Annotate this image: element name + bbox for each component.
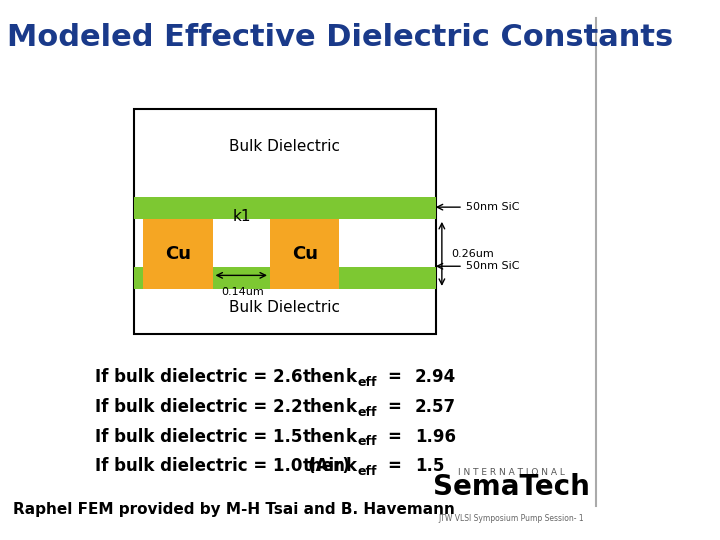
Text: then: then — [303, 398, 346, 416]
Text: k: k — [346, 398, 356, 416]
Text: Raphel FEM provided by M-H Tsai and B. Havemann: Raphel FEM provided by M-H Tsai and B. H… — [14, 502, 455, 517]
Text: eff: eff — [357, 376, 377, 389]
Text: 50nm SiC: 50nm SiC — [466, 261, 520, 271]
Text: k1: k1 — [233, 209, 251, 224]
Text: then: then — [303, 428, 346, 445]
Text: k: k — [346, 428, 356, 445]
Text: then: then — [303, 368, 346, 387]
Text: eff: eff — [357, 406, 377, 419]
Text: Bulk Dielectric: Bulk Dielectric — [230, 139, 341, 154]
Text: JTW VLSI Symposium Pump Session- 1: JTW VLSI Symposium Pump Session- 1 — [438, 515, 584, 523]
Text: 2.57: 2.57 — [415, 398, 456, 416]
Text: =: = — [387, 398, 402, 416]
Bar — [143, 219, 212, 289]
Text: 0.14um: 0.14um — [221, 287, 264, 297]
Text: 2.94: 2.94 — [415, 368, 456, 387]
Text: If bulk dielectric = 2.2: If bulk dielectric = 2.2 — [95, 398, 302, 416]
Bar — [134, 198, 436, 219]
Text: 1.96: 1.96 — [415, 428, 456, 445]
Text: =: = — [387, 457, 402, 475]
Text: If bulk dielectric = 1.5: If bulk dielectric = 1.5 — [95, 428, 302, 445]
Text: k: k — [346, 457, 356, 475]
Text: =: = — [387, 368, 402, 387]
Bar — [134, 267, 436, 289]
Text: =: = — [387, 428, 402, 445]
Text: eff: eff — [357, 435, 377, 448]
Text: If bulk dielectric = 2.6: If bulk dielectric = 2.6 — [95, 368, 302, 387]
Text: 0.26um: 0.26um — [451, 249, 494, 259]
Text: If bulk dielectric = 1.0 (Air): If bulk dielectric = 1.0 (Air) — [95, 457, 350, 475]
Text: k: k — [346, 368, 356, 387]
Bar — [134, 109, 436, 334]
Bar — [270, 219, 339, 289]
Text: Cu: Cu — [292, 245, 318, 263]
Text: then: then — [303, 457, 346, 475]
Text: Modeled Effective Dielectric Constants: Modeled Effective Dielectric Constants — [7, 23, 674, 52]
Text: 50nm SiC: 50nm SiC — [466, 202, 520, 212]
Text: I N T E R N A T I O N A L: I N T E R N A T I O N A L — [458, 468, 564, 477]
Text: SemaTech: SemaTech — [433, 473, 590, 501]
Text: 1.5: 1.5 — [415, 457, 444, 475]
Text: Cu: Cu — [165, 245, 192, 263]
Text: Bulk Dielectric: Bulk Dielectric — [230, 300, 341, 315]
Text: eff: eff — [357, 465, 377, 478]
